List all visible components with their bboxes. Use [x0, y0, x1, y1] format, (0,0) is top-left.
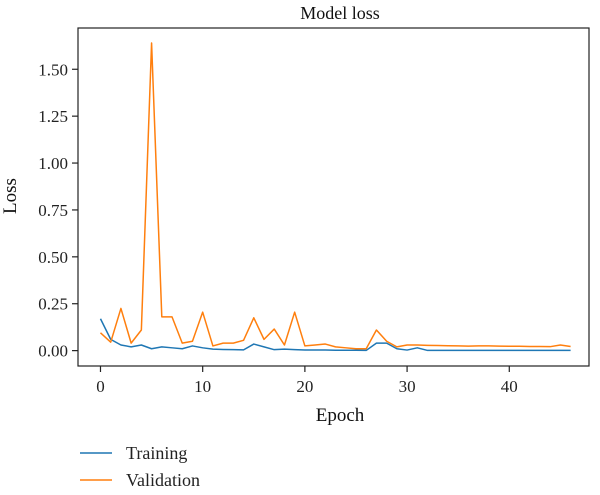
series-line-validation	[99, 42, 571, 350]
plot-frame	[77, 27, 590, 367]
x-tick-label: 30	[399, 377, 416, 396]
legend-label-validation: Validation	[126, 470, 200, 490]
series-layer	[99, 42, 571, 352]
y-tick-label: 1.00	[38, 154, 68, 173]
y-axis: 0.00 0.25 0.50 0.75 1.00 1.25 1.50	[38, 60, 78, 361]
x-axis-title: Epoch	[316, 405, 365, 426]
y-tick-label: 1.50	[38, 60, 68, 79]
series-line-training	[99, 318, 571, 352]
y-tick-label: 0.00	[38, 342, 68, 361]
y-tick-label: 0.25	[38, 295, 68, 314]
x-tick-label: 20	[296, 377, 313, 396]
chart-title: Model loss	[300, 3, 380, 23]
y-tick-label: 1.25	[38, 107, 68, 126]
x-tick-label: 40	[501, 377, 518, 396]
x-tick-label: 10	[194, 377, 211, 396]
y-tick-label: 0.75	[38, 201, 68, 220]
x-axis: 0 10 20 30 40	[96, 366, 518, 396]
legend: Training Validation	[80, 443, 200, 490]
y-axis-title: Loss	[0, 178, 21, 214]
legend-label-training: Training	[126, 443, 187, 463]
y-tick-label: 0.50	[38, 248, 68, 267]
x-tick-label: 0	[96, 377, 105, 396]
